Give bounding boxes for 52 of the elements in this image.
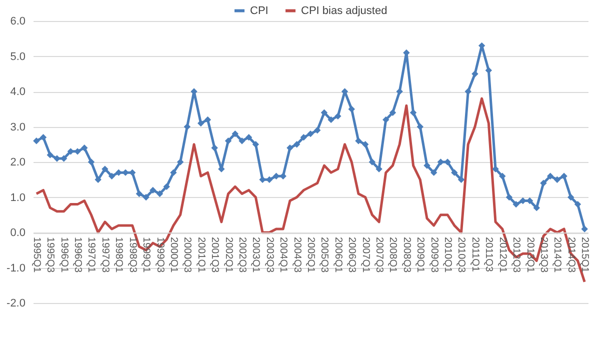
x-tick-label: 2015Q1 — [579, 237, 590, 274]
x-tick-label: 1997Q3 — [99, 237, 110, 274]
x-tick-label: 2001Q3 — [209, 237, 220, 274]
x-tick-label: 2000Q1 — [168, 237, 179, 274]
x-tick-label: 2003Q3 — [264, 237, 275, 274]
x-tick-label: 2007Q1 — [360, 237, 371, 274]
x-tick-label: 2011Q1 — [469, 237, 480, 272]
y-tick-label: 1.0 — [10, 192, 26, 204]
y-tick-label: 0.0 — [10, 227, 26, 239]
x-tick-label: 1998Q3 — [126, 237, 138, 274]
y-tick-label: 6.0 — [10, 16, 26, 28]
x-tick-label: 2006Q1 — [332, 237, 344, 274]
x-tick-label: 2002Q1 — [222, 237, 234, 274]
x-tick-label: 2003Q1 — [250, 237, 262, 274]
x-tick-label: 2012Q1 — [496, 237, 508, 274]
x-tick-label: 2004Q1 — [278, 237, 289, 274]
x-tick-label: 2014Q3 — [565, 237, 576, 274]
x-tick-label: 1999Q1 — [140, 237, 152, 274]
x-tick-label: 1996Q1 — [58, 237, 70, 274]
y-tick-label: 5.0 — [10, 50, 26, 63]
x-tick-label: 2004Q3 — [291, 237, 302, 274]
y-tick-label: 4.0 — [10, 86, 26, 98]
x-tick-label: 1995Q1 — [30, 237, 42, 274]
x-tick-label: 2010Q1 — [442, 237, 454, 274]
legend-label: CPI — [250, 4, 268, 17]
x-tick-label: 2002Q3 — [236, 237, 248, 274]
y-tick-label: 2.0 — [10, 156, 26, 168]
x-tick-label: 2009Q3 — [428, 237, 440, 274]
x-tick-label: 1998Q1 — [113, 237, 124, 274]
x-tick-label: 2008Q1 — [387, 237, 398, 274]
x-tick-label: 2005Q1 — [305, 237, 316, 274]
x-tick-label: 2010Q3 — [456, 237, 467, 274]
y-tick-label: -2.0 — [6, 298, 26, 310]
x-tick-label: 2013Q1 — [524, 237, 536, 274]
x-tick-label: 2009Q1 — [414, 237, 426, 274]
y-tick-label: 3.0 — [10, 121, 26, 134]
x-tick-label: 1996Q3 — [72, 237, 84, 274]
x-tick-label: 2014Q1 — [552, 237, 563, 274]
x-tick-label: 1999Q3 — [154, 237, 166, 274]
y-tick-label: -1.0 — [6, 262, 26, 274]
x-tick-label: 2000Q3 — [182, 237, 193, 274]
x-tick-label: 2005Q3 — [318, 237, 330, 274]
x-tick-label: 2013Q3 — [538, 237, 549, 274]
x-tick-label: 1997Q1 — [86, 237, 97, 274]
x-tick-label: 2008Q3 — [400, 237, 412, 274]
x-tick-label: 2007Q3 — [374, 237, 385, 274]
x-tick-label: 2011Q3 — [483, 237, 494, 272]
x-tick-label: 2001Q1 — [195, 237, 206, 274]
x-tick-label: 2012Q3 — [510, 237, 522, 274]
x-tick-label: 2006Q3 — [346, 237, 358, 274]
legend-label: CPI bias adjusted — [301, 4, 388, 17]
x-tick-label: 1995Q3 — [44, 237, 56, 274]
